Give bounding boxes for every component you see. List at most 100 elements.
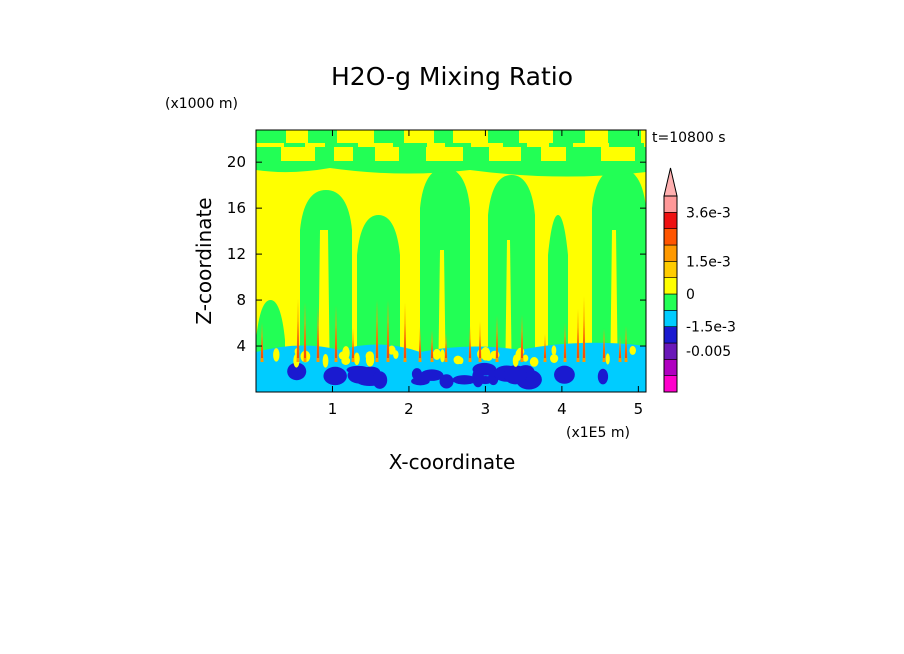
plume-core bbox=[352, 339, 354, 358]
checker-cell bbox=[426, 147, 463, 161]
checker-cell bbox=[305, 143, 325, 147]
plume-core bbox=[317, 325, 319, 358]
checker-cell bbox=[573, 143, 609, 147]
x-tick-label: 3 bbox=[481, 400, 491, 418]
checker-cell bbox=[521, 147, 541, 161]
colorbar-segment bbox=[663, 195, 678, 213]
plume-core bbox=[387, 321, 389, 358]
colorbar-label: 0 bbox=[686, 287, 695, 303]
colorbar-segment bbox=[663, 375, 678, 393]
checker-cell bbox=[353, 147, 375, 161]
dry-core-blob bbox=[597, 368, 609, 385]
colorbar-extend-arrow bbox=[663, 167, 678, 197]
checker-cell bbox=[434, 130, 453, 143]
top-checker-bands bbox=[256, 130, 646, 161]
checker-cell bbox=[609, 143, 644, 147]
plume-core bbox=[469, 338, 471, 358]
moist-band bbox=[256, 161, 646, 177]
neutral-blob bbox=[342, 346, 350, 360]
dry-core-blob bbox=[347, 367, 371, 384]
neutral-blob bbox=[273, 348, 280, 362]
checker-cell bbox=[503, 143, 527, 147]
checker-cell bbox=[553, 130, 585, 143]
dry-core-blob bbox=[554, 365, 575, 384]
checker-cell bbox=[399, 147, 426, 161]
checker-cell bbox=[256, 147, 281, 161]
checker-cell bbox=[453, 130, 488, 143]
colorbar-segment bbox=[663, 212, 678, 229]
colorbar-segment bbox=[663, 359, 678, 376]
checker-cell bbox=[393, 143, 427, 147]
checker-cell bbox=[608, 130, 641, 143]
colorbar-segment bbox=[663, 244, 678, 262]
checker-cell bbox=[337, 130, 374, 143]
colorbar-label: -1.5e-3 bbox=[686, 320, 736, 336]
plume-core bbox=[521, 331, 523, 358]
y-tick-label: 8 bbox=[236, 291, 246, 309]
neutral-blob bbox=[341, 356, 351, 365]
checker-cell bbox=[256, 143, 284, 147]
x-tick-label: 2 bbox=[404, 400, 414, 418]
neutral-blob bbox=[605, 353, 610, 365]
plot-frame bbox=[255, 129, 647, 393]
checker-cell bbox=[489, 147, 521, 161]
neutral-blob bbox=[322, 353, 329, 368]
checker-cell bbox=[519, 130, 553, 143]
checker-cell bbox=[315, 147, 334, 161]
checker-cell bbox=[404, 130, 434, 143]
checker-cell bbox=[286, 130, 308, 143]
y-unit-label: (x1000 m) bbox=[165, 96, 238, 112]
plot-area bbox=[256, 130, 646, 392]
dry-core-blob bbox=[452, 375, 477, 385]
dry-core-blob bbox=[287, 362, 307, 381]
checker-cell bbox=[358, 143, 393, 147]
x-tick-label: 4 bbox=[557, 400, 567, 418]
colorbar-segment bbox=[663, 277, 678, 295]
colorbar-segment bbox=[663, 310, 678, 327]
y-tick-label: 4 bbox=[236, 337, 246, 355]
moist-column bbox=[420, 168, 470, 392]
y-axis-title: Z-coordinate bbox=[192, 197, 216, 324]
neutral-blob bbox=[387, 345, 396, 355]
plume-core bbox=[479, 335, 481, 358]
plume-core bbox=[335, 325, 337, 358]
y-tick-label: 16 bbox=[227, 199, 246, 217]
checker-cell bbox=[541, 147, 566, 161]
moist-column bbox=[592, 168, 646, 392]
checker-cell bbox=[325, 143, 358, 147]
checker-cell bbox=[566, 147, 601, 161]
x-tick-label: 5 bbox=[634, 400, 644, 418]
convective-plumes bbox=[260, 296, 628, 362]
dry-core-blob bbox=[503, 365, 527, 385]
plume-core bbox=[577, 327, 579, 358]
plume-core bbox=[261, 336, 263, 358]
colorbar-segment bbox=[663, 261, 678, 278]
checker-cell bbox=[334, 147, 353, 161]
checker-cell bbox=[374, 130, 404, 143]
neutral-blob bbox=[484, 354, 493, 361]
plume-core bbox=[419, 339, 421, 358]
checker-cell bbox=[527, 143, 549, 147]
plume-core bbox=[564, 336, 566, 358]
moist-column bbox=[488, 175, 535, 392]
checker-cell bbox=[471, 143, 503, 147]
checker-cell bbox=[375, 147, 399, 161]
checker-cell bbox=[256, 130, 286, 143]
plume-core bbox=[625, 338, 627, 358]
plume-core bbox=[297, 320, 299, 358]
colorbar-label: 3.6e-3 bbox=[686, 205, 731, 221]
plume-core bbox=[376, 321, 378, 358]
checker-cell bbox=[427, 143, 445, 147]
plume-core bbox=[496, 331, 498, 358]
checker-cell bbox=[284, 143, 305, 147]
colorbar-label: -0.005 bbox=[686, 344, 731, 360]
checker-cell bbox=[488, 130, 519, 143]
plume-core bbox=[431, 341, 433, 358]
dry-core-blob bbox=[372, 371, 388, 389]
time-label: t=10800 s bbox=[652, 130, 726, 146]
checker-cell bbox=[463, 147, 489, 161]
dry-core-blob bbox=[439, 374, 454, 389]
x-tick-label: 1 bbox=[328, 400, 338, 418]
dry-core-blob bbox=[323, 366, 347, 386]
